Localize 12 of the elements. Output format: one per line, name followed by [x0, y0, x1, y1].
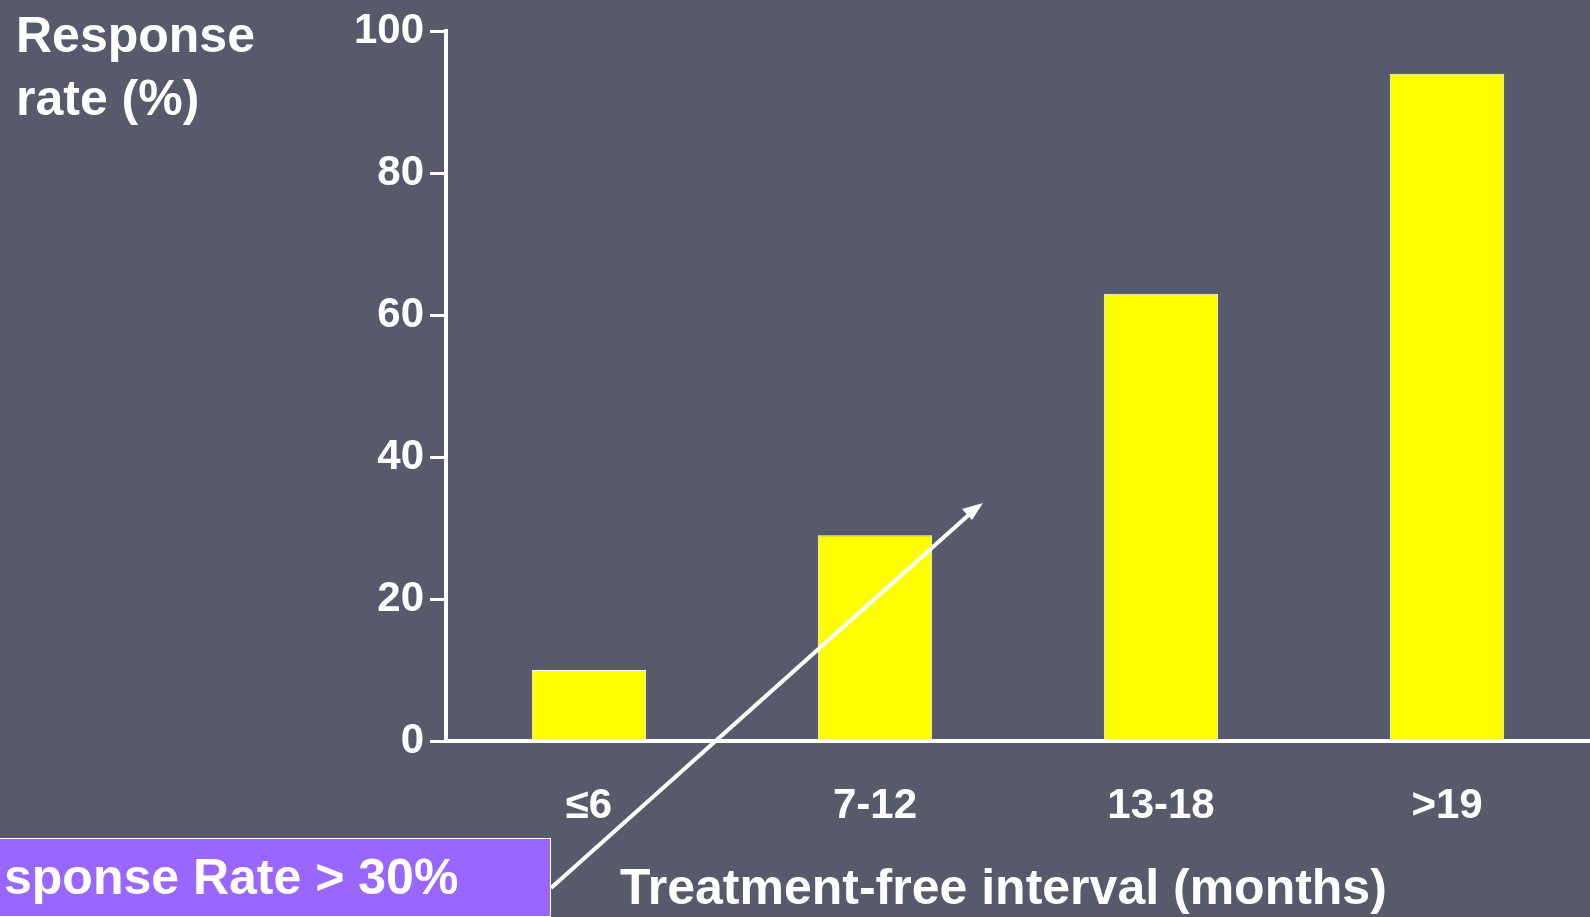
x-tick-label: >19 — [1411, 779, 1483, 827]
y-axis-title: Response rate (%) — [16, 6, 256, 128]
y-tick-label: 20 — [377, 572, 424, 620]
y-tick-label: 100 — [353, 4, 424, 52]
y-tick-label: 40 — [377, 430, 424, 478]
y-tick-label: 80 — [377, 146, 424, 194]
y-tick-label: 60 — [377, 288, 424, 336]
x-axis-title: Treatment-free interval (months) — [620, 858, 1387, 917]
y-tick-label: 0 — [400, 714, 424, 762]
x-tick-label: 13-18 — [1107, 779, 1215, 827]
x-tick-label: ≤6 — [565, 779, 613, 827]
x-tick-label: 7-12 — [832, 779, 918, 827]
